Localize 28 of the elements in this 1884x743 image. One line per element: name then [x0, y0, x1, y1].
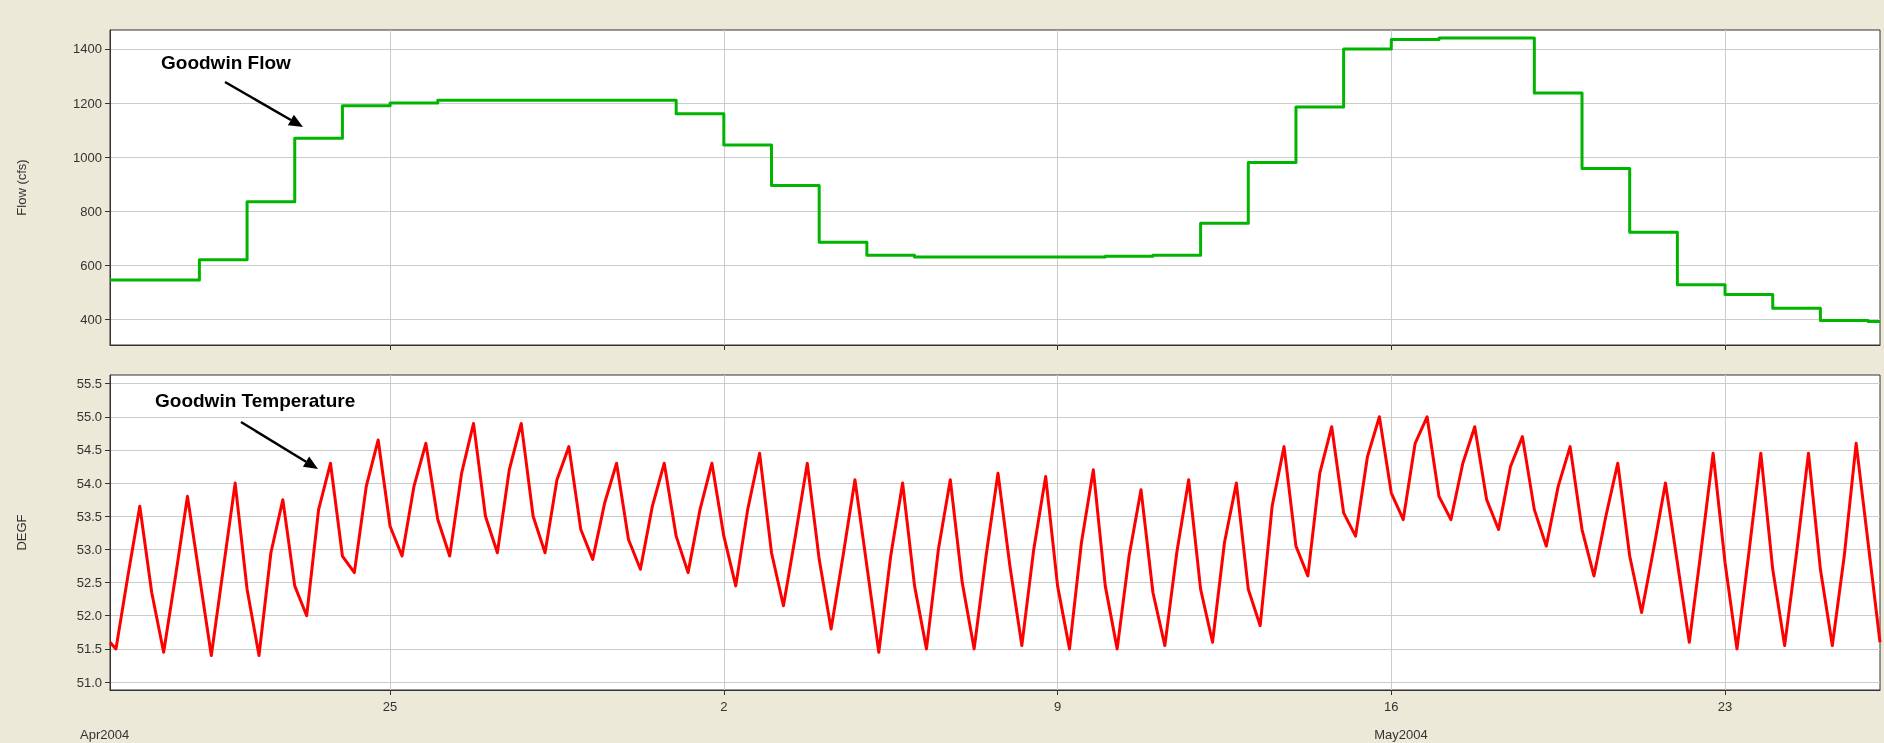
annotation: Goodwin Flow: [161, 52, 291, 74]
x-tick-label: 23: [1717, 699, 1733, 714]
y-tick-label: 54.5: [76, 442, 102, 458]
x-tick-label: 9: [1053, 699, 1062, 714]
x-tick-label: 16: [1384, 699, 1399, 714]
y-tick-label: 52.0: [76, 608, 102, 624]
x-tick-label: 2: [720, 699, 728, 714]
text: May2004: [1374, 727, 1428, 742]
y-tick-label: 54.0: [76, 475, 102, 491]
line-series: [108, 415, 1882, 658]
y-tick-label: 53.5: [76, 508, 102, 524]
y-tick-label: 600: [80, 257, 102, 273]
y-tick-label: 1200: [73, 95, 102, 111]
y-tick-label: 53.0: [76, 541, 102, 557]
y-tick-label: 55.0: [76, 409, 102, 425]
y-tick-label: 52.5: [76, 575, 102, 591]
y-tick-label: 51.5: [76, 641, 102, 657]
y-tick-label: 1000: [73, 149, 102, 165]
y-tick-label: 400: [80, 311, 102, 327]
y-tick-label: 55.5: [76, 376, 102, 392]
x-tick-label: 25: [382, 699, 398, 714]
y-tick-label: 800: [80, 203, 102, 219]
text: Apr2004: [80, 727, 130, 742]
y-tick-label: 1400: [73, 41, 102, 57]
y-tick-label: 51.0: [76, 674, 102, 690]
annotation: Goodwin Temperature: [155, 390, 356, 412]
y-axis-title: Flow (cfs): [14, 159, 29, 216]
y-axis-title: DEGF: [14, 514, 29, 551]
